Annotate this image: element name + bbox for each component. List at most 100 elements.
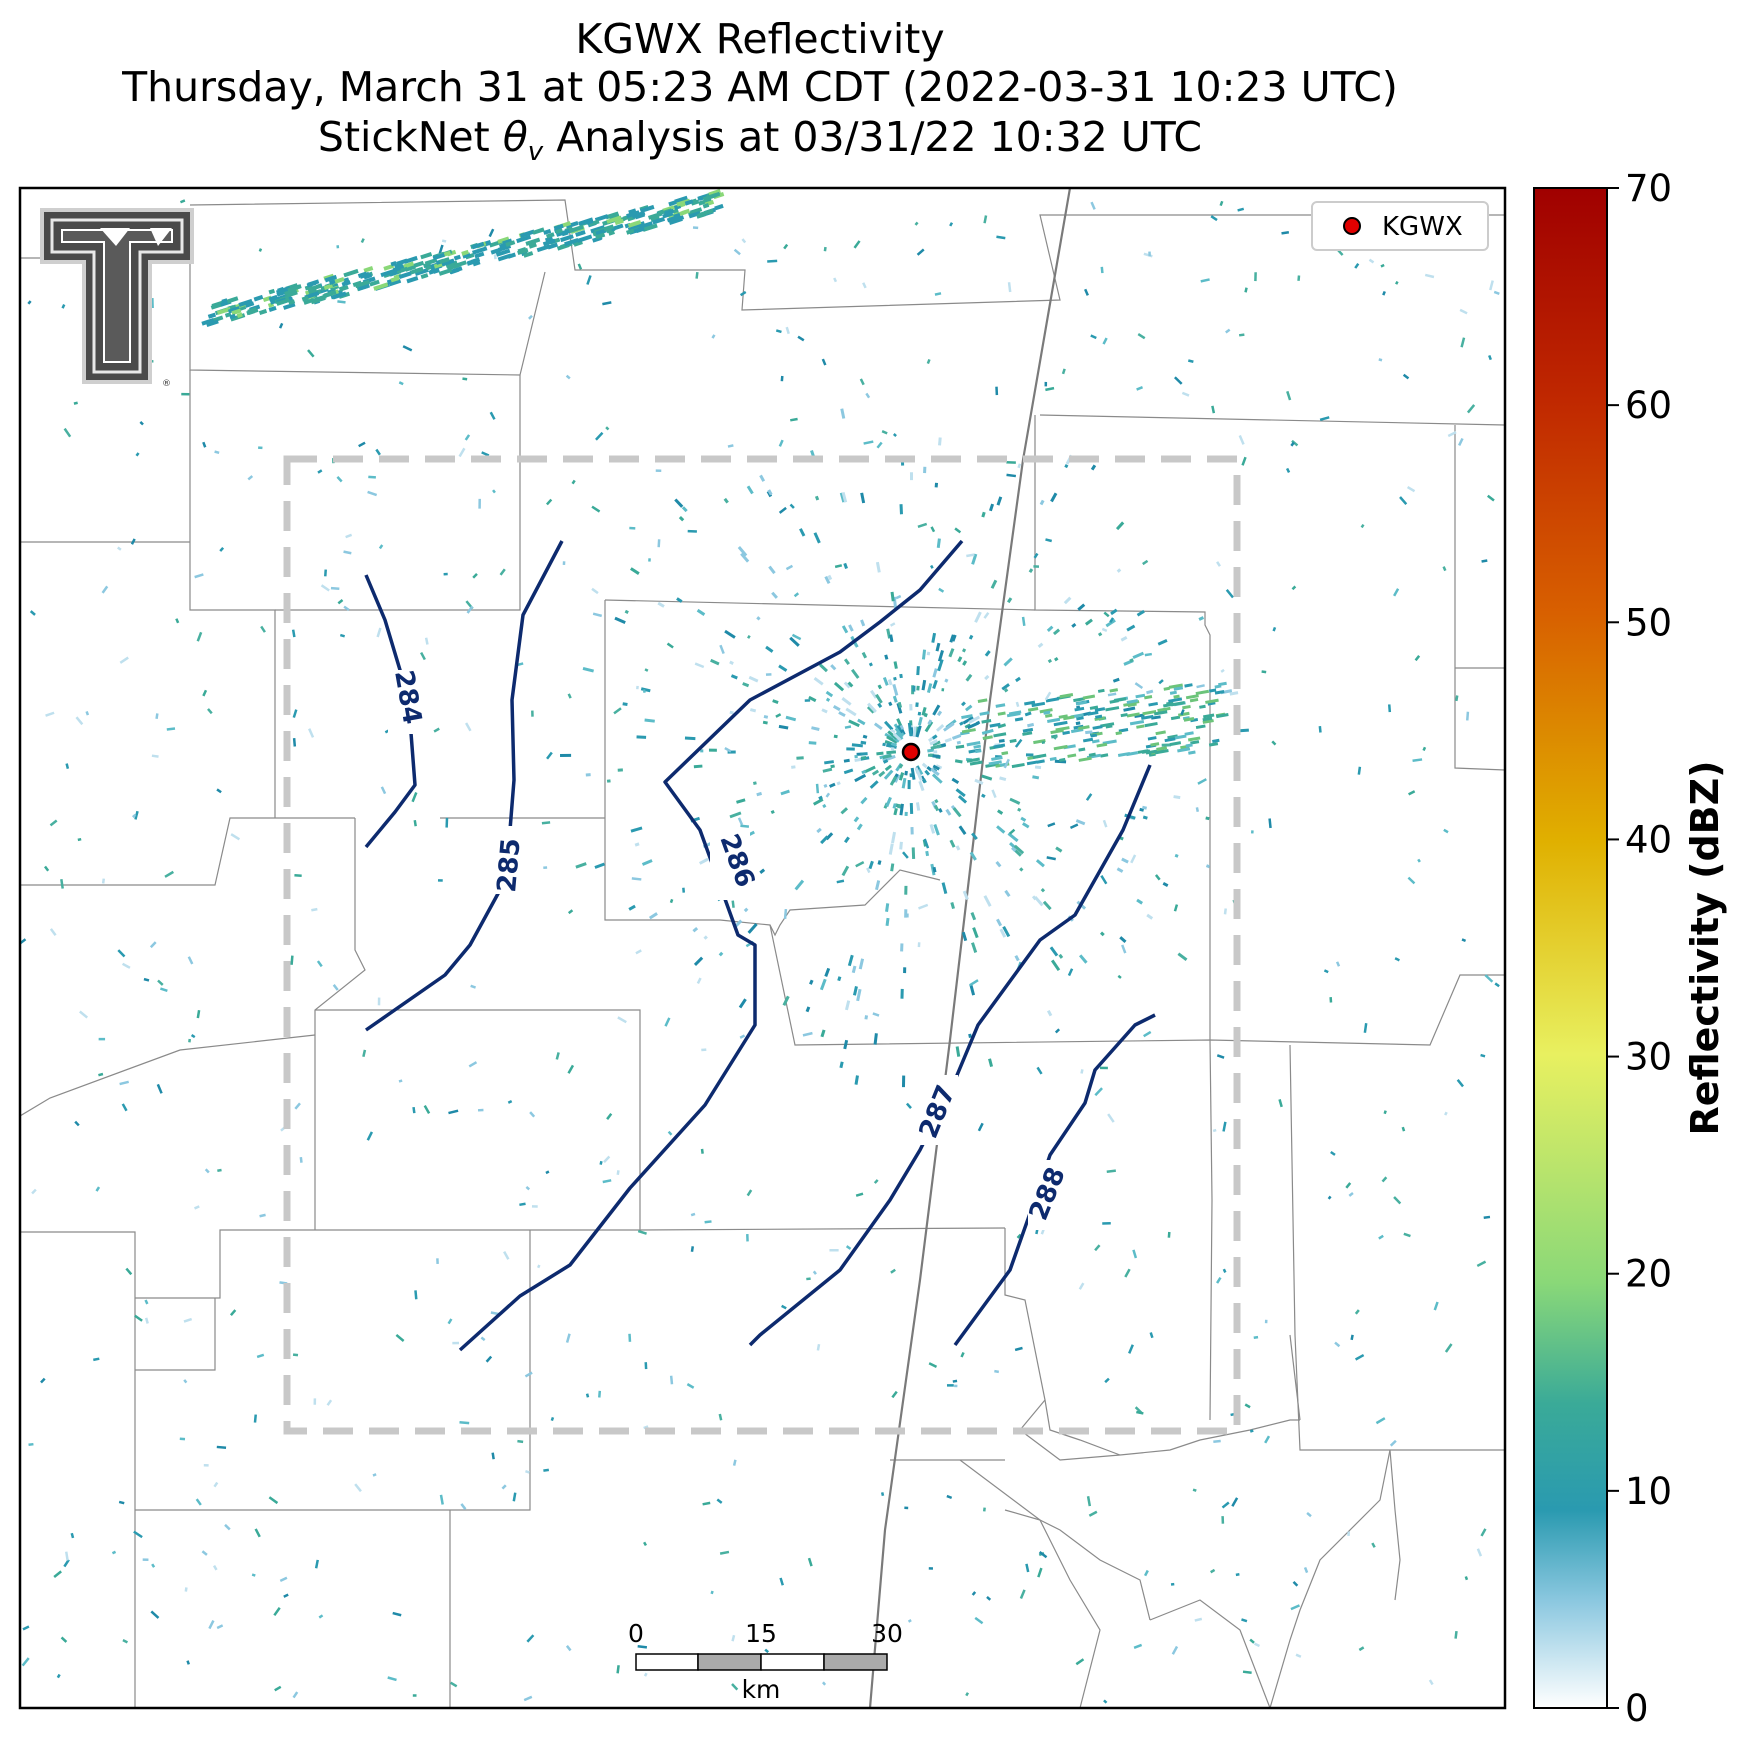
reflectivity-gate <box>1387 704 1392 713</box>
reflectivity-gate <box>1024 711 1032 717</box>
reflectivity-gate <box>857 718 866 726</box>
reflectivity-gate <box>855 1192 864 1197</box>
reflectivity-gate <box>546 751 553 760</box>
reflectivity-gate <box>1394 957 1400 962</box>
reflectivity-gate <box>1078 747 1086 752</box>
reflectivity-gate <box>1199 704 1206 709</box>
reflectivity-gate <box>501 1484 507 1490</box>
reflectivity-gate <box>1149 1332 1154 1339</box>
reflectivity-gate <box>1196 684 1205 689</box>
reflectivity-gate <box>714 203 724 211</box>
reflectivity-gate <box>274 1685 282 1692</box>
reflectivity-gate <box>882 753 892 760</box>
reflectivity-gate <box>462 252 471 259</box>
reflectivity-gate <box>650 215 660 223</box>
reflectivity-gate <box>320 584 330 592</box>
reflectivity-gate <box>1242 1670 1252 1674</box>
reflectivity-gate <box>727 444 734 448</box>
reflectivity-gate <box>918 903 929 910</box>
reflectivity-gate <box>1075 721 1081 726</box>
reflectivity-gate <box>984 674 990 681</box>
reflectivity-gate <box>1476 1548 1483 1557</box>
reflectivity-gate <box>667 1130 673 1136</box>
reflectivity-gate <box>730 674 738 680</box>
reflectivity-gate <box>1164 737 1176 743</box>
reflectivity-gate <box>669 1375 674 1385</box>
reflectivity-gate <box>1456 1079 1464 1088</box>
reflectivity-gate <box>1075 819 1086 826</box>
reflectivity-gate <box>247 475 254 481</box>
reflectivity-gate <box>872 1012 880 1017</box>
reflectivity-gate <box>694 662 705 669</box>
reflectivity-gate <box>29 610 36 616</box>
reflectivity-gate <box>1402 373 1410 380</box>
reflectivity-gate <box>767 259 778 263</box>
reflectivity-gate <box>637 1229 647 1235</box>
reflectivity-gate <box>488 228 495 238</box>
reflectivity-gate <box>1381 1176 1388 1183</box>
reflectivity-gate <box>843 768 854 775</box>
reflectivity-gate <box>1177 952 1188 962</box>
reflectivity-gate <box>793 592 800 598</box>
reflectivity-gate <box>886 742 891 747</box>
reflectivity-gate <box>934 482 939 488</box>
reflectivity-gate <box>616 1665 620 1674</box>
reflectivity-gate <box>873 722 883 731</box>
reflectivity-gate <box>724 629 736 639</box>
reflectivity-gate <box>1253 1335 1259 1340</box>
reflectivity-gate <box>1097 688 1105 693</box>
reflectivity-gate <box>834 564 843 569</box>
reflectivity-gate <box>1335 961 1341 967</box>
reflectivity-gate <box>898 763 904 769</box>
reflectivity-gate <box>247 307 258 314</box>
reflectivity-gate <box>692 226 699 230</box>
reflectivity-gate <box>961 728 976 734</box>
reflectivity-gate <box>1102 1221 1111 1225</box>
reflectivity-gate <box>642 689 646 694</box>
reflectivity-gate <box>1244 287 1248 293</box>
reflectivity-gate <box>402 345 413 352</box>
reflectivity-gate <box>930 863 936 876</box>
reflectivity-gate <box>988 760 1002 766</box>
reflectivity-gate <box>598 1390 602 1398</box>
reflectivity-gate <box>747 923 758 934</box>
reflectivity-gate <box>871 769 880 776</box>
reflectivity-gate <box>969 851 977 861</box>
reflectivity-gate <box>1197 778 1207 785</box>
reflectivity-gate <box>897 701 903 708</box>
reflectivity-gate <box>756 616 761 621</box>
reflectivity-gate <box>674 498 684 508</box>
reflectivity-gate <box>259 1213 266 1218</box>
reflectivity-gate <box>179 199 186 204</box>
reflectivity-gate <box>1017 807 1022 812</box>
reflectivity-gate <box>216 1445 227 1449</box>
reflectivity-gate <box>586 275 592 285</box>
reflectivity-gate <box>809 979 814 985</box>
reflectivity-gate <box>121 1103 128 1112</box>
reflectivity-gate <box>449 1681 458 1688</box>
reflectivity-gate <box>1001 751 1009 756</box>
reflectivity-gate <box>1202 716 1213 722</box>
reflectivity-gate <box>636 685 639 690</box>
reflectivity-gate <box>323 290 337 298</box>
reflectivity-gate <box>1045 538 1053 543</box>
reflectivity-gate <box>989 722 1001 728</box>
reflectivity-gate <box>1389 1439 1397 1447</box>
reflectivity-gate <box>1173 694 1180 699</box>
reflectivity-gate <box>332 291 347 300</box>
reflectivity-gate <box>1075 700 1087 706</box>
reflectivity-gate <box>1119 936 1127 944</box>
reflectivity-gate <box>981 719 992 724</box>
reflectivity-gate <box>1115 731 1122 736</box>
reflectivity-gate <box>1096 742 1108 748</box>
reflectivity-gate <box>1395 280 1399 285</box>
reflectivity-gate <box>1220 668 1225 673</box>
reflectivity-gate <box>996 235 1006 240</box>
reflectivity-gate <box>292 709 298 718</box>
reflectivity-gate <box>1035 1229 1039 1235</box>
reflectivity-gate <box>65 763 70 769</box>
reflectivity-gate <box>1480 1053 1486 1058</box>
reflectivity-gate <box>1216 713 1229 719</box>
reflectivity-gate <box>307 279 320 287</box>
reflectivity-gate <box>843 758 850 763</box>
